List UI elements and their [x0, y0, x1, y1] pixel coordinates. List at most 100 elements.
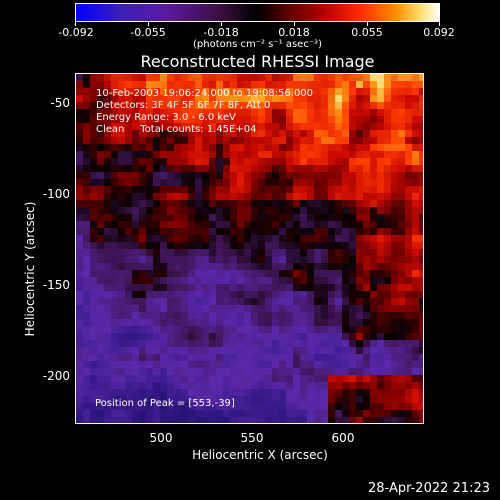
heatmap-cell [153, 207, 161, 215]
heatmap-cell [244, 298, 252, 306]
heatmap-cell [104, 88, 112, 96]
heatmap-cell [370, 312, 378, 320]
heatmap-cell [405, 298, 413, 306]
heatmap-cell [97, 102, 105, 110]
heatmap-cell [349, 368, 357, 376]
heatmap-cell [139, 95, 147, 103]
heatmap-cell [83, 102, 91, 110]
heatmap-cell [167, 186, 175, 194]
heatmap-cell [153, 305, 161, 313]
heatmap-cell [349, 347, 357, 355]
heatmap-cell [132, 200, 140, 208]
heatmap-cell [405, 207, 413, 215]
heatmap-cell [335, 410, 343, 418]
heatmap-cell [293, 137, 301, 145]
heatmap-cell [83, 361, 91, 369]
heatmap-cell [307, 249, 315, 257]
heatmap-cell [188, 382, 196, 390]
heatmap-cell [321, 291, 329, 299]
heatmap-cell [293, 186, 301, 194]
heatmap-cell [139, 389, 147, 397]
heatmap-cell [314, 228, 322, 236]
heatmap-cell [356, 417, 364, 423]
heatmap-cell [209, 179, 217, 187]
heatmap-cell [314, 165, 322, 173]
heatmap-cell [97, 375, 105, 383]
heatmap-cell [300, 228, 308, 236]
heatmap-cell [174, 88, 182, 96]
heatmap-cell [132, 137, 140, 145]
heatmap-cell [356, 277, 364, 285]
heatmap-cell [398, 263, 406, 271]
heatmap-cell [160, 235, 168, 243]
heatmap-cell [223, 298, 231, 306]
heatmap-cell [132, 319, 140, 327]
heatmap-cell [398, 417, 406, 423]
heatmap-cell [132, 284, 140, 292]
heatmap-cell [83, 347, 91, 355]
heatmap-cell [419, 361, 423, 369]
heatmap-cell [412, 179, 420, 187]
heatmap-cell [237, 396, 245, 404]
heatmap-cell [160, 410, 168, 418]
heatmap-cell [419, 81, 423, 89]
heatmap-cell [412, 361, 420, 369]
heatmap-cell [349, 186, 357, 194]
heatmap-cell [286, 263, 294, 271]
heatmap-cell [195, 221, 203, 229]
heatmap-cell [356, 88, 364, 96]
heatmap-cell [335, 81, 343, 89]
heatmap-cell [258, 123, 266, 131]
heatmap-cell [300, 81, 308, 89]
heatmap-cell [384, 305, 392, 313]
heatmap-cell [125, 228, 133, 236]
heatmap-cell [174, 116, 182, 124]
heatmap-cell [412, 333, 420, 341]
heatmap-cell [209, 207, 217, 215]
heatmap-cell [83, 305, 91, 313]
heatmap-cell [377, 235, 385, 243]
heatmap-cell [76, 144, 84, 152]
heatmap-cell [76, 382, 84, 390]
heatmap-cell [174, 396, 182, 404]
heatmap-cell [272, 165, 280, 173]
heatmap-cell [300, 319, 308, 327]
heatmap-cell [251, 354, 259, 362]
heatmap-cell [83, 235, 91, 243]
heatmap-cell [328, 263, 336, 271]
heatmap-cell [328, 389, 336, 397]
heatmap-cell [188, 221, 196, 229]
heatmap-cell [272, 326, 280, 334]
heatmap-cell [321, 130, 329, 138]
heatmap-cell [342, 109, 350, 117]
heatmap-cell [258, 263, 266, 271]
heatmap-cell [342, 417, 350, 423]
heatmap-cell [377, 333, 385, 341]
colorbar-label: -0.092 [58, 26, 94, 39]
y-axis-label: Heliocentric Y (arcsec) [23, 201, 37, 337]
heatmap-cell [209, 410, 217, 418]
heatmap-plot[interactable]: 10-Feb-2003 19:06:24.000 to 19:08:56.000… [75, 73, 424, 424]
heatmap-cell [251, 291, 259, 299]
heatmap-cell [174, 312, 182, 320]
heatmap-cell [244, 249, 252, 257]
heatmap-cell [307, 347, 315, 355]
heatmap-cell [398, 396, 406, 404]
heatmap-cell [174, 382, 182, 390]
heatmap-cell [377, 81, 385, 89]
heatmap-cell [195, 151, 203, 159]
heatmap-cell [349, 137, 357, 145]
heatmap-cell [258, 172, 266, 180]
heatmap-cell [363, 361, 371, 369]
heatmap-cell [188, 256, 196, 264]
heatmap-cell [307, 193, 315, 201]
heatmap-cell [209, 116, 217, 124]
heatmap-cell [293, 417, 301, 423]
heatmap-cell [76, 298, 84, 306]
heatmap-cell [279, 179, 287, 187]
heatmap-cell [132, 389, 140, 397]
heatmap-cell [314, 270, 322, 278]
heatmap-cell [293, 270, 301, 278]
heatmap-cell [370, 74, 378, 82]
heatmap-cell [265, 116, 273, 124]
